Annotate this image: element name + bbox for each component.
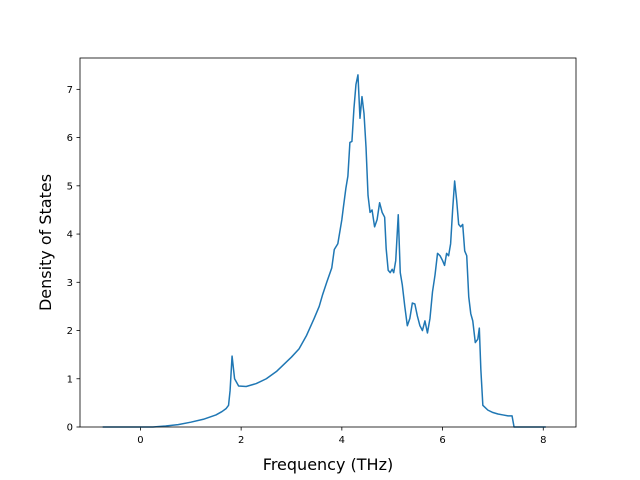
y-tick-label: 1 [67,374,73,385]
y-tick-label: 4 [67,230,73,241]
x-tick-label: 4 [339,435,345,446]
y-tick-label: 7 [67,85,73,96]
plot-frame [79,57,577,428]
y-tick-label: 6 [67,133,73,144]
y-tick-label: 5 [67,181,73,192]
axis-ticks: 0 2 4 6 8 0 1 2 3 4 5 6 7 [67,85,547,446]
y-tick-label: 3 [67,278,73,289]
x-axis-label: Frequency (THz) [263,455,393,474]
y-axis-label: Density of States [36,174,55,311]
x-tick-label: 8 [540,435,546,446]
y-tick-label: 2 [67,326,73,337]
y-tick-label: 0 [67,423,73,434]
x-tick-label: 2 [238,435,244,446]
x-tick-label: 0 [137,435,143,446]
plot-background [80,58,576,427]
dos-series-line [102,74,546,428]
x-tick-label: 6 [439,435,445,446]
